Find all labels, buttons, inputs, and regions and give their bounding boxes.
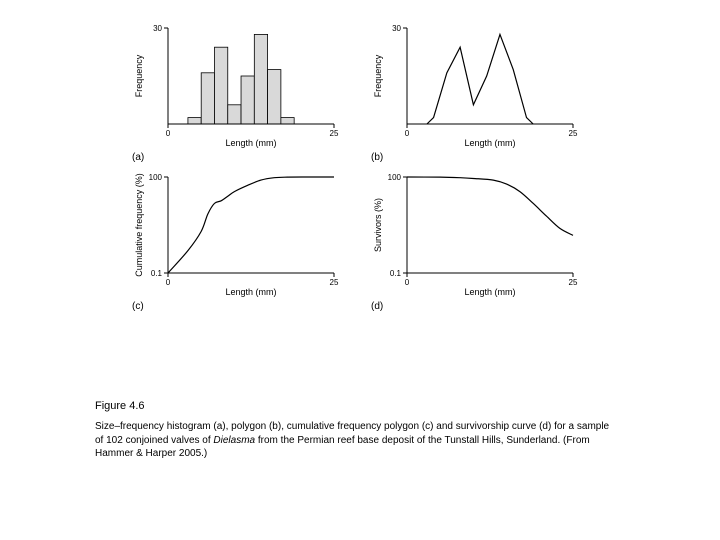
svg-text:30: 30 bbox=[392, 24, 401, 33]
svg-text:100: 100 bbox=[149, 173, 163, 182]
svg-text:Frequency: Frequency bbox=[373, 54, 383, 97]
svg-text:100: 100 bbox=[388, 173, 402, 182]
panel-b-label: (b) bbox=[371, 152, 590, 163]
svg-text:Length (mm): Length (mm) bbox=[225, 287, 276, 297]
svg-text:0: 0 bbox=[166, 129, 171, 138]
svg-text:Frequency: Frequency bbox=[134, 54, 144, 97]
svg-text:Cumulative frequency (%): Cumulative frequency (%) bbox=[134, 173, 144, 277]
panel-d-label: (d) bbox=[371, 301, 590, 312]
figure-number: Figure 4.6 bbox=[95, 400, 615, 412]
svg-text:0.1: 0.1 bbox=[151, 269, 163, 278]
panel-a-label: (a) bbox=[132, 152, 351, 163]
svg-text:0: 0 bbox=[405, 278, 410, 287]
svg-text:0: 0 bbox=[166, 278, 171, 287]
svg-text:Survivors (%): Survivors (%) bbox=[373, 198, 383, 252]
svg-text:25: 25 bbox=[569, 129, 578, 138]
svg-text:0: 0 bbox=[405, 129, 410, 138]
svg-text:Length (mm): Length (mm) bbox=[464, 287, 515, 297]
svg-text:Length (mm): Length (mm) bbox=[225, 138, 276, 148]
svg-text:30: 30 bbox=[153, 24, 162, 33]
svg-text:25: 25 bbox=[569, 278, 578, 287]
panel-b-polygon: 0 25 30 Length (mm) Frequency bbox=[369, 20, 579, 150]
figure-caption-text: Size–frequency histogram (a), polygon (b… bbox=[95, 420, 615, 461]
panel-d-survivorship: 0 25 100 0.1 Length (mm) Survivors (%) bbox=[369, 169, 579, 299]
svg-text:Length (mm): Length (mm) bbox=[464, 138, 515, 148]
panel-a-histogram: 0 25 30 Length (mm) Frequency bbox=[130, 20, 340, 150]
caption-species: Dielasma bbox=[213, 435, 255, 446]
panel-c-cumulative: 0 25 100 0.1 Length (mm) Cumulative frequency… bbox=[130, 169, 340, 299]
figure-caption: Figure 4.6 Size–frequency histogram (a),… bbox=[95, 400, 615, 461]
svg-text:0.1: 0.1 bbox=[390, 269, 402, 278]
panel-c-label: (c) bbox=[132, 301, 351, 312]
svg-text:25: 25 bbox=[330, 278, 339, 287]
figure-panels: 0 25 30 Length (mm) Frequency (a) 0 25 30 Lengt… bbox=[130, 20, 590, 312]
svg-text:25: 25 bbox=[330, 129, 339, 138]
